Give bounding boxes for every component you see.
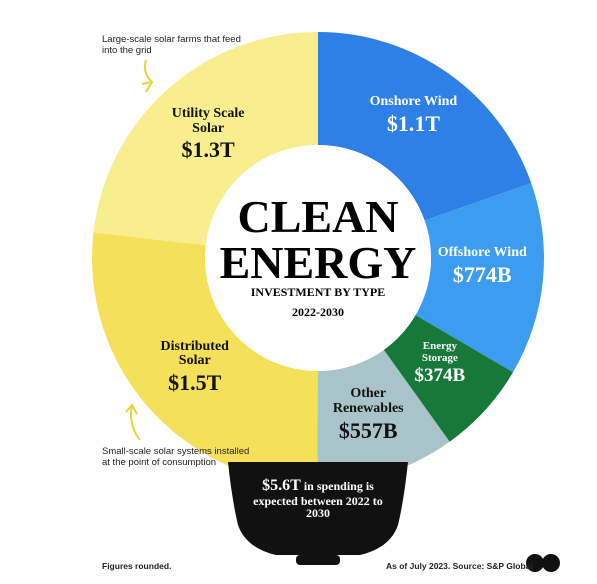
title-word: CLEAN bbox=[237, 191, 398, 242]
segment-value: $1.1T bbox=[386, 111, 440, 137]
note: Figures rounded. bbox=[102, 561, 172, 571]
bulb-base bbox=[228, 462, 408, 555]
segment-name: Distributed Solar bbox=[160, 338, 229, 369]
segment-name: Other Renewables bbox=[332, 386, 404, 416]
center-text: CLEAN ENERGY INVESTMENT BY TYPE 2022-2030 bbox=[220, 191, 417, 319]
segment-value: $1.3T bbox=[181, 137, 235, 163]
source: As of July 2023. Source: S&P Global bbox=[386, 561, 533, 571]
donut-segment bbox=[93, 32, 318, 246]
period: 2022-2030 bbox=[292, 305, 344, 319]
donut bbox=[92, 32, 545, 484]
total-text: in spending is expected between 2022 to … bbox=[253, 479, 383, 521]
title-word: ENERGY bbox=[220, 237, 417, 288]
subtitle: INVESTMENT BY TYPE bbox=[251, 285, 385, 299]
segment-label: Distributed Solar $1.5T bbox=[135, 338, 255, 396]
donut-segment bbox=[415, 183, 545, 373]
segment-value: $1.5T bbox=[168, 370, 222, 396]
arrow bbox=[125, 403, 141, 441]
donut-segment bbox=[92, 232, 318, 484]
arrow bbox=[141, 59, 155, 93]
donut-segment bbox=[317, 349, 450, 484]
donut-segment bbox=[383, 315, 513, 442]
segment-label: Other Renewables $557B bbox=[308, 386, 428, 443]
segment-value: $557B bbox=[338, 417, 398, 443]
bulb-tip bbox=[296, 555, 340, 565]
annotation: Small-scale solar systems installed at t… bbox=[102, 446, 250, 469]
segment-name: Utility Scale Solar bbox=[171, 105, 245, 136]
segment-value: $774B bbox=[452, 261, 512, 287]
segment-name: Offshore Wind bbox=[437, 244, 527, 260]
donut-hole bbox=[205, 145, 431, 371]
segment-name: Onshore Wind bbox=[369, 94, 458, 110]
donut-segment bbox=[318, 32, 532, 221]
segment-label: Energy Storage $374B bbox=[395, 340, 485, 387]
segment-label: Offshore Wind $774B bbox=[422, 244, 542, 287]
total-amount: $5.6T bbox=[262, 477, 301, 494]
segment-label: Utility Scale Solar $1.3T bbox=[148, 105, 268, 163]
annotation: Large-scale solar farms that feed into t… bbox=[102, 34, 241, 57]
title-line: CLEAN ENERGY bbox=[220, 191, 417, 288]
logo bbox=[542, 554, 560, 572]
segment-name: Energy Storage bbox=[421, 340, 458, 364]
logo bbox=[526, 554, 544, 572]
segment-value: $374B bbox=[414, 365, 466, 387]
segment-label: Onshore Wind $1.1T bbox=[353, 95, 473, 135]
total-note: $5.6T in spending is expected between 20… bbox=[253, 477, 383, 521]
